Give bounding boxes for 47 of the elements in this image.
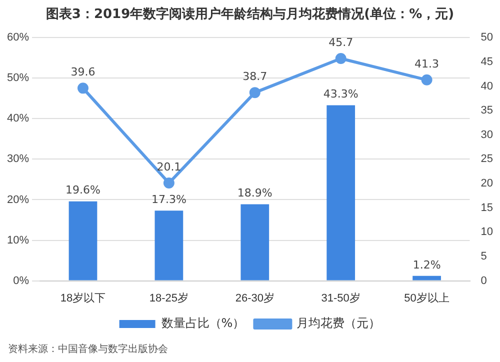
y2-tick-label: 30	[480, 128, 494, 141]
data-label: 18.9%	[237, 186, 272, 200]
text: 资料来源：中国音像与数字出版协会	[7, 342, 169, 357]
x-tick-label: 18岁以下	[60, 291, 106, 304]
y2-tick-label: 5	[480, 250, 487, 263]
point	[421, 74, 432, 86]
y-tick-label: 20%	[6, 194, 30, 206]
point	[335, 53, 346, 64]
data-label: 20.1	[156, 160, 182, 174]
y2-tick-label: 25	[480, 153, 494, 166]
x-tick-label: 26-30岁	[235, 292, 274, 304]
data-label: 45.7	[328, 36, 354, 49]
y-tick-label: 0%	[13, 274, 30, 287]
bar	[412, 276, 441, 280]
data-label: 43.3%	[323, 88, 358, 101]
bar	[68, 201, 98, 280]
bar	[326, 105, 356, 280]
x-tick-label: 50岁以上	[404, 291, 450, 304]
y-tick-label: 60%	[6, 32, 30, 44]
y2-tick-label: 40	[480, 80, 494, 92]
data-label: 41.3	[414, 57, 440, 70]
point	[163, 178, 174, 189]
y2-tick-label: 0	[480, 274, 487, 287]
point	[77, 82, 88, 94]
bar	[240, 204, 270, 280]
data-label: 17.3%	[151, 193, 186, 206]
data-label: 1.2%	[412, 258, 441, 272]
y2-tick-label: 15	[480, 202, 494, 214]
chart-title: 图表3：2019年数字阅读用户年龄结构与月均花费情况(单位：%，元)	[44, 6, 456, 24]
x-tick-label: 18-25岁	[149, 292, 189, 304]
y2-tick-label: 35	[480, 104, 494, 117]
data-label: 39.6	[70, 66, 96, 79]
y-tick-label: 30%	[6, 153, 30, 166]
y2-tick-label: 45	[480, 56, 494, 68]
bar	[154, 210, 184, 280]
point	[249, 87, 260, 98]
y2-tick-label: 10	[480, 226, 494, 238]
y-tick-label: 50%	[6, 72, 30, 84]
y2-tick-label: 20	[480, 178, 494, 190]
legend-label: 数量占比（%）	[161, 316, 245, 330]
data-label: 38.7	[242, 70, 268, 83]
x-tick-label: 31-50岁	[321, 292, 360, 304]
y-tick-label: 10%	[6, 234, 30, 246]
y2-tick-label: 50	[480, 32, 494, 44]
legend-label: 月均花费（元）	[296, 316, 381, 330]
y-tick-label: 40%	[6, 112, 30, 125]
data-label: 19.6%	[66, 184, 100, 197]
